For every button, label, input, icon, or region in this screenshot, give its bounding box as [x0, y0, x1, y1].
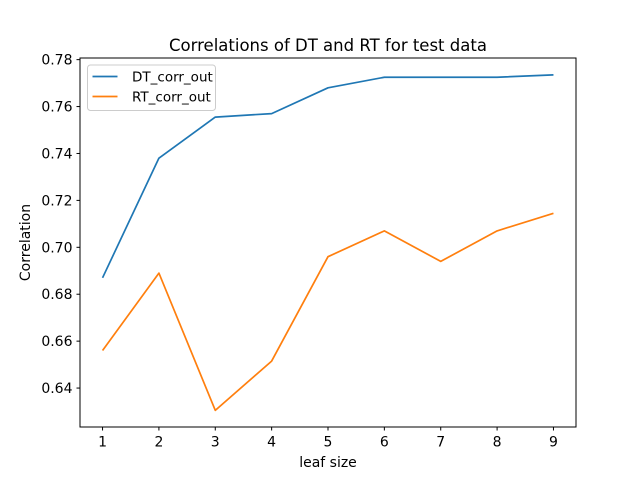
y-tick-label: 0.76 — [41, 100, 72, 116]
y-tick-label: 0.70 — [41, 240, 72, 256]
y-tick-label: 0.78 — [41, 53, 72, 69]
y-axis-label: Correlation — [18, 204, 34, 281]
legend-box — [87, 64, 216, 111]
legend-entry-label: RT_corr_out — [132, 89, 211, 105]
y-tick-label: 0.72 — [41, 193, 72, 209]
series-line-RT_corr_out — [101, 212, 554, 412]
x-tick-label: 9 — [549, 435, 558, 451]
x-tick-label: 6 — [380, 435, 389, 451]
plot-frame — [79, 57, 577, 428]
x-tick-label: 8 — [493, 435, 502, 451]
y-tick-label: 0.68 — [41, 287, 72, 303]
x-tick-label: 5 — [324, 435, 333, 451]
x-tick-label: 7 — [436, 435, 445, 451]
plot-area-frame — [79, 57, 577, 428]
data-series — [101, 74, 554, 412]
y-tick-label: 0.74 — [41, 146, 72, 162]
legend: DT_corr_out RT_corr_out — [87, 64, 216, 111]
y-tick-label: 0.66 — [41, 334, 72, 350]
x-tick-label: 4 — [267, 435, 276, 451]
chart-title: Correlations of DT and RT for test data — [169, 36, 487, 55]
y-tick-label: 0.64 — [41, 381, 72, 397]
x-axis-label: leaf size — [299, 455, 357, 471]
axis-ticks: 0.64 0.66 0.68 0.70 0.72 0.74 0.76 0.78 1 2 3 4 5 6 7 8… — [41, 53, 558, 451]
legend-entry-label: DT_corr_out — [132, 69, 213, 85]
x-tick-label: 3 — [211, 435, 220, 451]
x-tick-label: 2 — [154, 435, 163, 451]
x-tick-label: 1 — [98, 435, 107, 451]
series-line-DT_corr_out — [101, 74, 554, 279]
